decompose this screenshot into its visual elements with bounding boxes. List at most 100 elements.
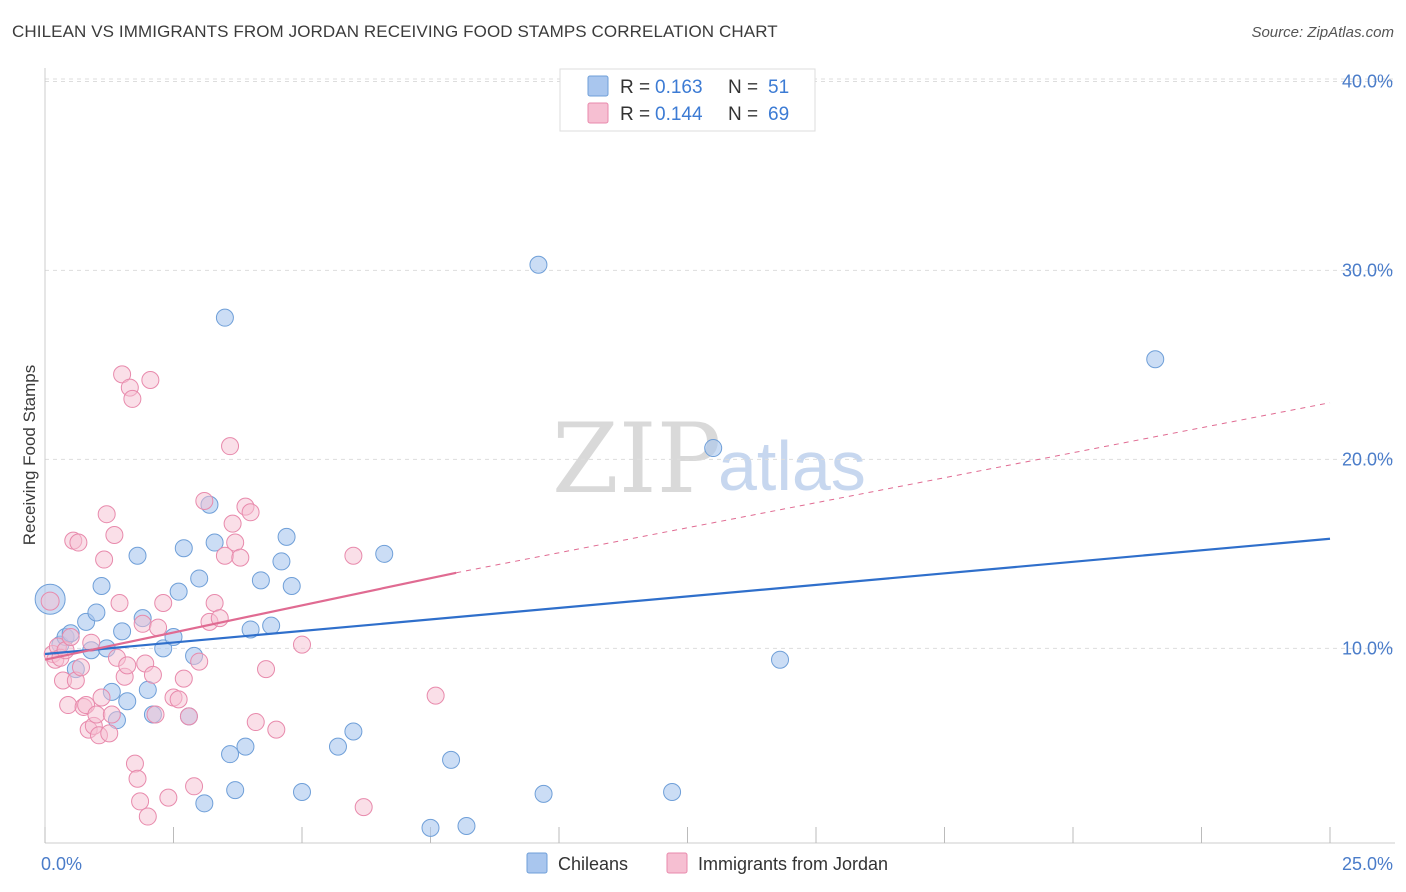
point-chileans-46 <box>534 784 553 803</box>
point-chileans-20 <box>169 582 188 601</box>
watermark: ZIP atlas <box>552 403 866 515</box>
trend-lines <box>44 402 1331 661</box>
data-points <box>34 255 1165 837</box>
point-jordan-44 <box>159 788 178 807</box>
legend-n-value-jordan: 69 <box>768 104 789 125</box>
legend-r-label-chileans: R = <box>620 77 650 98</box>
point-chileans-29 <box>221 745 240 764</box>
point-jordan-28 <box>113 365 132 384</box>
point-chileans-13 <box>118 692 137 711</box>
legend-n-label-chileans: N = <box>728 77 758 98</box>
point-jordan-51 <box>195 491 214 510</box>
series-legend-label-jordan: Immigrants from Jordan <box>698 854 888 874</box>
point-chileans-14 <box>128 546 147 565</box>
point-jordan-62 <box>246 713 265 732</box>
series-legend-label-chileans: Chileans <box>558 854 628 874</box>
point-jordan-41 <box>146 705 165 724</box>
legend-n-value-chileans: 51 <box>768 77 789 98</box>
point-chileans-43 <box>442 750 461 769</box>
trend-line-chileans <box>44 537 1331 656</box>
stats-legend: R = 0.163 N = 51 R = 0.144 N = 69 <box>559 68 816 132</box>
point-jordan-35 <box>131 792 150 811</box>
point-jordan-64 <box>267 720 286 739</box>
y-tick-label-1: 20.0% <box>1342 449 1393 469</box>
point-chileans-12 <box>113 622 132 641</box>
point-chileans-30 <box>226 781 245 800</box>
point-jordan-34 <box>128 769 147 788</box>
x-tick-label-0: 0.0% <box>41 854 82 874</box>
point-chileans-21 <box>174 539 193 558</box>
point-chileans-16 <box>138 680 157 699</box>
point-chileans-35 <box>272 552 291 571</box>
x-tick-label-1: 25.0% <box>1342 854 1393 874</box>
series-legend-swatch-chileans <box>526 852 548 874</box>
watermark-atlas: atlas <box>718 427 866 505</box>
point-jordan-21 <box>95 550 114 569</box>
point-jordan-32 <box>123 389 142 408</box>
source-credit: Source: ZipAtlas.com <box>1251 24 1394 41</box>
point-chileans-32 <box>241 620 260 639</box>
point-jordan-61 <box>241 503 260 522</box>
trend-line-jordan <box>44 571 457 661</box>
point-chileans-37 <box>282 577 301 595</box>
legend-r-value-chileans: 0.163 <box>655 77 703 98</box>
y-tick-label-0: 10.0% <box>1342 638 1393 658</box>
point-chileans-25 <box>195 794 214 813</box>
point-jordan-50 <box>190 652 209 671</box>
point-jordan-68 <box>354 798 373 817</box>
point-jordan-11 <box>69 533 88 552</box>
point-chileans-8 <box>92 577 111 595</box>
point-chileans-40 <box>344 722 363 741</box>
point-chileans-49 <box>771 650 790 669</box>
point-jordan-33 <box>125 754 144 773</box>
point-chileans-47 <box>663 782 682 801</box>
series-legend: Chileans Immigrants from Jordan <box>526 852 888 874</box>
point-jordan-20 <box>92 688 111 707</box>
point-jordan-58 <box>226 533 245 552</box>
point-jordan-47 <box>174 669 193 688</box>
point-jordan-53 <box>205 594 224 613</box>
point-chileans-31 <box>236 737 255 756</box>
point-jordan-8 <box>61 628 80 647</box>
point-jordan-12 <box>71 658 90 677</box>
legend-n-label-jordan: N = <box>728 104 758 125</box>
point-chileans-27 <box>205 533 224 552</box>
point-chileans-39 <box>328 737 347 756</box>
legend-swatch-jordan <box>587 102 609 124</box>
point-chileans-28 <box>215 308 234 327</box>
legend-swatch-chileans <box>587 75 609 97</box>
series-legend-swatch-jordan <box>666 852 688 874</box>
chart-title: CHILEAN VS IMMIGRANTS FROM JORDAN RECEIV… <box>12 22 778 41</box>
point-jordan-43 <box>154 594 173 613</box>
point-jordan-66 <box>344 546 363 565</box>
point-jordan-23 <box>100 724 119 743</box>
legend-r-label-jordan: R = <box>620 104 650 125</box>
point-chileans-33 <box>251 571 270 590</box>
point-jordan-40 <box>143 665 162 684</box>
point-jordan-57 <box>223 514 242 533</box>
point-chileans-42 <box>421 818 440 837</box>
point-jordan-65 <box>293 635 311 654</box>
point-chileans-24 <box>190 569 209 588</box>
y-tick-label-3: 40.0% <box>1342 71 1393 91</box>
point-jordan-16 <box>82 633 101 652</box>
point-chileans-44 <box>457 816 476 835</box>
legend-r-value-jordan: 0.144 <box>655 104 703 125</box>
point-chileans-36 <box>277 527 296 546</box>
point-jordan-25 <box>105 525 124 544</box>
point-jordan-18 <box>87 705 106 724</box>
point-jordan-38 <box>138 807 157 826</box>
point-chileans-34 <box>262 616 281 635</box>
point-jordan-39 <box>141 371 160 390</box>
point-jordan-22 <box>97 505 116 524</box>
point-jordan-7 <box>59 696 78 715</box>
point-jordan-24 <box>102 705 121 724</box>
point-jordan-46 <box>169 690 188 709</box>
point-jordan-49 <box>185 777 204 796</box>
point-jordan-0 <box>40 591 60 611</box>
point-chileans-50 <box>1146 350 1165 369</box>
point-jordan-36 <box>133 614 152 633</box>
point-jordan-30 <box>118 656 137 675</box>
axes <box>44 68 1395 844</box>
point-chileans-45 <box>529 255 548 274</box>
